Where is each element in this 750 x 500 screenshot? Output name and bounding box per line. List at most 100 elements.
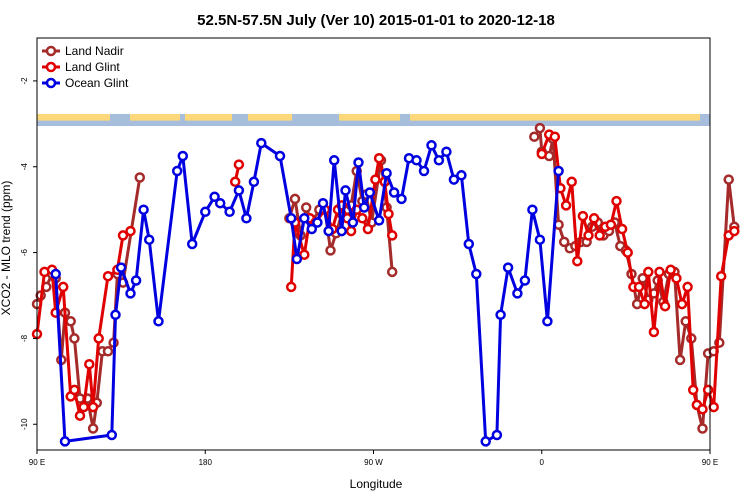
data-point-ocean-glint [233,185,245,196]
data-point-ocean-glint [495,309,506,321]
data-point-land-glint [69,384,80,396]
legend-label-land-glint: Land Glint [65,60,120,74]
legend-marker-land-nadir [45,45,57,57]
data-point-ocean-glint [463,238,475,250]
data-point-ocean-glint [340,185,351,196]
data-point-land-glint [386,230,398,241]
data-point-land-glint [671,273,682,284]
data-point-ocean-glint [50,268,61,280]
y-tick-label: -8 [20,334,29,342]
data-point-land-nadir [386,266,398,278]
land-mass [339,114,400,121]
plot-frame [36,37,711,451]
series-ocean-glint [50,137,564,447]
data-point-ocean-glint [171,165,183,177]
data-point-land-glint [682,281,693,293]
data-point-ocean-glint [143,234,155,245]
data-point-ocean-glint [426,140,437,151]
series-land-glint [229,159,245,188]
data-point-land-glint [697,403,708,415]
data-point-land-glint [572,255,583,267]
data-point-ocean-glint [542,316,553,327]
data-point-land-glint [74,410,86,421]
data-point-ocean-glint [224,206,235,218]
data-point-land-nadir [65,316,76,327]
data-point-land-glint [622,247,633,258]
data-point-ocean-glint [358,202,370,213]
data-point-land-nadir [534,122,546,134]
data-point-ocean-glint [448,174,460,185]
data-point-land-glint [125,225,136,237]
land-mass [248,114,292,121]
x-tick-label: 90 E [702,458,718,467]
data-point-land-glint [117,230,129,241]
y-axis: -2 -4 -6 -8 -10 [20,77,37,430]
data-point-ocean-glint [177,150,189,162]
data-point-land-glint [549,131,561,142]
data-point-land-nadir [723,174,734,185]
data-point-land-glint [583,230,594,241]
data-point-land-glint [93,333,104,344]
data-point-land-nadir [674,354,686,366]
data-point-land-glint [78,401,89,413]
data-point-land-nadir [300,202,312,213]
data-point-ocean-glint [299,213,310,224]
data-point-land-glint [594,230,605,241]
data-point-ocean-glint [527,204,538,215]
data-point-land-glint [383,208,394,220]
data-point-ocean-glint [411,155,422,166]
data-point-ocean-glint [381,167,392,179]
data-point-land-glint [616,223,628,235]
data-point-ocean-glint [110,309,121,321]
y-tick-label: -4 [20,163,29,171]
data-point-ocean-glint [418,165,430,177]
series-group [31,122,740,447]
data-point-ocean-glint [519,275,531,286]
data-point-ocean-glint [248,176,260,188]
data-point-ocean-glint [347,217,359,228]
land-mass [130,114,180,121]
data-point-land-glint [566,176,577,188]
series-land-nadir [31,172,146,434]
land-mass [185,114,232,121]
data-point-land-nadir [69,333,80,344]
data-point-land-glint [639,298,650,310]
data-point-ocean-glint [106,429,118,441]
data-point-land-nadir [289,193,301,205]
data-point-land-glint [648,326,660,338]
data-point-ocean-glint [241,213,252,224]
data-point-land-nadir [529,131,540,142]
data-point-ocean-glint [396,193,407,205]
data-point-ocean-glint [115,262,127,273]
data-point-land-glint [229,176,241,188]
data-point-land-glint [715,270,727,282]
legend-label-land-nadir: Land Nadir [65,44,124,58]
data-point-land-glint [588,213,600,224]
data-point-land-glint [659,300,671,312]
data-point-land-glint [345,225,357,237]
legend-label-ocean-glint: Ocean Glint [65,76,129,90]
data-point-land-glint [665,264,676,276]
x-axis-label: Longitude [350,477,403,491]
legend-item-land-glint: Land Glint [42,60,120,74]
y-axis-label: XCO2 - MLO trend (ppm) [0,181,13,316]
series-land-glint [536,129,740,415]
data-point-land-nadir [102,346,114,357]
x-tick-label: 90 W [364,458,383,467]
data-point-land-glint [687,384,699,396]
data-point-land-glint [362,223,374,235]
data-point-land-glint [87,401,99,413]
data-point-land-nadir [558,236,570,248]
data-point-ocean-glint [153,316,164,327]
data-point-ocean-glint [534,234,546,245]
data-point-ocean-glint [553,165,564,177]
data-point-ocean-glint [491,429,503,441]
data-point-ocean-glint [480,436,491,447]
data-point-ocean-glint [373,215,385,226]
data-point-ocean-glint [256,137,267,149]
data-point-land-glint [285,281,297,293]
data-point-land-glint [676,298,688,310]
chart-title: 52.5N-57.5N July (Ver 10) 2015-01-01 to … [197,12,555,29]
geography-strip [37,114,710,126]
data-point-land-glint [370,174,381,185]
